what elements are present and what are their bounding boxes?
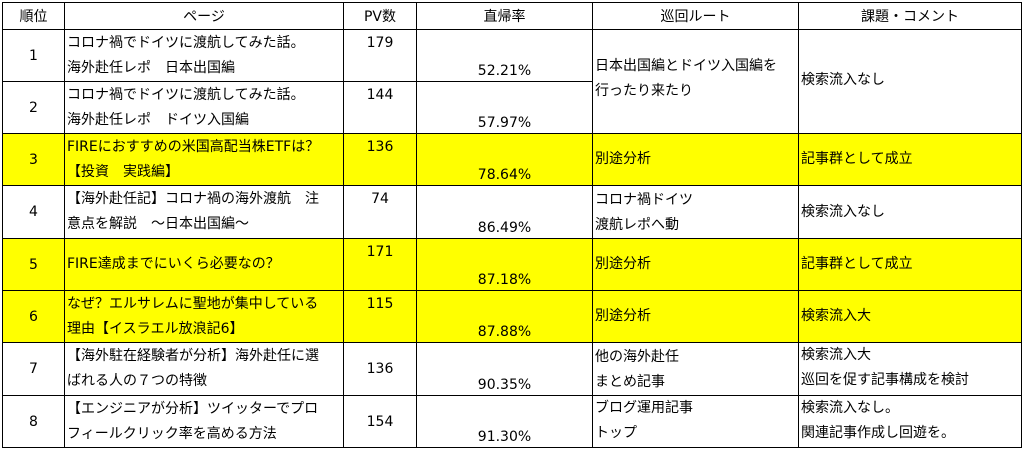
route-line: 日本出国編とドイツ入国編を xyxy=(595,58,777,74)
header-route: 巡回ルート xyxy=(592,2,799,30)
page-title-cell: FIRE達成までにいくら必要なの？ xyxy=(64,238,344,291)
table-row: 2 コロナ禍でドイツに渡航してみた話。 海外赴任レポ ドイツ入国編 144 57… xyxy=(2,81,1022,134)
page-title-line: 【海外赴任記】コロナ禍の海外渡航 注 xyxy=(67,191,319,207)
page-title-line: 【海外駐在経験者が分析】海外赴任に選 xyxy=(67,348,319,364)
route-cell: 別途分析 xyxy=(592,133,799,186)
page-title-cell: 【エンジニアが分析】ツイッターでプロ フィールクリック率を高める方法 xyxy=(64,395,344,448)
page-title-cell: FIREにおすすめの米国高配当株ETFは？ 【投資 実践編】 xyxy=(64,133,344,186)
comment-cell: 検索流入大 巡回を促す記事構成を検討 xyxy=(798,342,1022,396)
header-page: ページ xyxy=(64,2,344,30)
page-title-line: なぜ？エルサレムに聖地が集中している xyxy=(67,295,319,312)
bounce-rate-cell: 52.21% xyxy=(416,29,593,82)
bounce-rate-cell: 90.35% xyxy=(416,342,593,396)
route-line: 別途分析 xyxy=(595,256,651,272)
route-line: 別途分析 xyxy=(595,308,651,324)
page-title-cell: 【海外赴任記】コロナ禍の海外渡航 注 意点を解説 ～日本出国編～ xyxy=(64,185,344,239)
route-line: まとめ記事 xyxy=(595,374,665,390)
comment-line: 記事群として成立 xyxy=(801,256,913,272)
route-cell: コロナ禍ドイツ 渡航レポへ動 xyxy=(592,185,799,239)
header-rank: 順位 xyxy=(2,2,65,30)
route-cell: 別途分析 xyxy=(592,290,799,343)
rank-cell: 2 xyxy=(2,81,65,134)
comment-line: 記事群として成立 xyxy=(801,151,913,167)
comment-line: 関連記事作成し回遊を。 xyxy=(801,425,955,441)
comment-cell: 検索流入なし xyxy=(798,29,1022,134)
route-line: コロナ禍ドイツ xyxy=(595,192,693,208)
comment-line: 巡回を促す記事構成を検討 xyxy=(801,372,969,388)
rank-cell: 4 xyxy=(2,185,65,239)
header-row: 順位 ページ PV数 直帰率 巡回ルート 課題・コメント xyxy=(2,2,1022,30)
comment-cell: 検索流入なし。 関連記事作成し回遊を。 xyxy=(798,395,1022,448)
comment-line: 検索流入大 xyxy=(801,347,871,363)
route-line: 渡航レポへ動 xyxy=(595,217,679,233)
page-title-cell: コロナ禍でドイツに渡航してみた話。 海外赴任レポ 日本出国編 xyxy=(64,29,344,82)
table-row: 8 【エンジニアが分析】ツイッターでプロ フィールクリック率を高める方法 154… xyxy=(2,395,1022,448)
comment-cell: 検索流入なし xyxy=(798,185,1022,239)
comment-cell: 記事群として成立 xyxy=(798,238,1022,291)
table-row-highlighted: 3 FIREにおすすめの米国高配当株ETFは？ 【投資 実践編】 136 78.… xyxy=(2,133,1022,186)
route-cell: 他の海外赴任 まとめ記事 xyxy=(592,342,799,396)
bounce-rate-cell: 78.64% xyxy=(416,133,593,186)
route-cell: 日本出国編とドイツ入国編を 行ったり来たり xyxy=(592,29,799,134)
page-title-line: 【エンジニアが分析】ツイッターでプロ xyxy=(67,400,319,417)
pv-cell: 136 xyxy=(343,133,417,186)
page-title-line: 海外赴任レポ ドイツ入国編 xyxy=(67,111,249,128)
route-line: 行ったり来たり xyxy=(595,83,693,99)
pv-cell: 179 xyxy=(343,29,417,82)
route-line: ブログ運用記事 xyxy=(595,400,693,416)
bounce-rate-cell: 91.30% xyxy=(416,395,593,448)
bounce-rate-cell: 57.97% xyxy=(416,81,593,134)
comment-cell: 検索流入大 xyxy=(798,290,1022,343)
comment-cell: 記事群として成立 xyxy=(798,133,1022,186)
page-title-line: 意点を解説 ～日本出国編～ xyxy=(67,216,249,232)
comment-line: 検索流入なし。 xyxy=(801,400,899,416)
page-title-cell: 【海外駐在経験者が分析】海外赴任に選 ばれる人の７つの特徴 xyxy=(64,342,344,396)
page-title-line: 理由【イスラエル放浪記6】 xyxy=(67,320,244,337)
rank-cell: 3 xyxy=(2,133,65,186)
bounce-rate-cell: 87.18% xyxy=(416,238,593,291)
rank-cell: 5 xyxy=(2,238,65,291)
page-title-line: FIREにおすすめの米国高配当株ETFは？ xyxy=(67,138,320,155)
route-line: 他の海外赴任 xyxy=(595,349,679,365)
rank-cell: 1 xyxy=(2,29,65,82)
table-row-highlighted: 6 なぜ？エルサレムに聖地が集中している 理由【イスラエル放浪記6】 115 8… xyxy=(2,290,1022,343)
page-title-cell: コロナ禍でドイツに渡航してみた話。 海外赴任レポ ドイツ入国編 xyxy=(64,81,344,134)
table-row: 1 コロナ禍でドイツに渡航してみた話。 海外赴任レポ 日本出国編 179 52.… xyxy=(2,29,1022,134)
table-row: 7 【海外駐在経験者が分析】海外赴任に選 ばれる人の７つの特徴 136 90.3… xyxy=(2,342,1022,396)
route-line: 別途分析 xyxy=(595,151,651,167)
page-title-line: コロナ禍でドイツに渡航してみた話。 xyxy=(67,34,305,51)
route-line: トップ xyxy=(595,425,637,441)
rank-cell: 6 xyxy=(2,290,65,343)
rank-cell: 7 xyxy=(2,342,65,396)
header-comment: 課題・コメント xyxy=(798,2,1022,30)
pv-cell: 74 xyxy=(343,185,417,239)
pv-cell: 115 xyxy=(343,290,417,343)
page-title-line: ばれる人の７つの特徴 xyxy=(67,373,207,389)
pv-cell: 136 xyxy=(343,342,417,396)
table-row-highlighted: 5 FIRE達成までにいくら必要なの？ 171 87.18% 別途分析 記事群と… xyxy=(2,238,1022,291)
comment-line: 検索流入大 xyxy=(801,308,871,324)
page-title-line: 【投資 実践編】 xyxy=(67,163,179,180)
bounce-rate-cell: 87.88% xyxy=(416,290,593,343)
table-row: 4 【海外赴任記】コロナ禍の海外渡航 注 意点を解説 ～日本出国編～ 74 86… xyxy=(2,185,1022,239)
pv-cell: 171 xyxy=(343,238,417,291)
route-cell: ブログ運用記事 トップ xyxy=(592,395,799,448)
comment-line: 検索流入なし xyxy=(801,72,885,88)
page-title-cell: なぜ？エルサレムに聖地が集中している 理由【イスラエル放浪記6】 xyxy=(64,290,344,343)
page-title-line: コロナ禍でドイツに渡航してみた話。 xyxy=(67,86,305,103)
comment-line: 検索流入なし xyxy=(801,203,885,220)
pv-cell: 144 xyxy=(343,81,417,134)
page-title-line: フィールクリック率を高める方法 xyxy=(67,425,277,442)
page-title-line: 海外赴任レポ 日本出国編 xyxy=(67,59,235,76)
rank-cell: 8 xyxy=(2,395,65,448)
page-title-line: FIRE達成までにいくら必要なの？ xyxy=(67,256,280,272)
route-cell: 別途分析 xyxy=(592,238,799,291)
pv-cell: 154 xyxy=(343,395,417,448)
bounce-rate-cell: 86.49% xyxy=(416,185,593,239)
header-bounce-rate: 直帰率 xyxy=(416,2,593,30)
header-pv: PV数 xyxy=(343,2,417,30)
